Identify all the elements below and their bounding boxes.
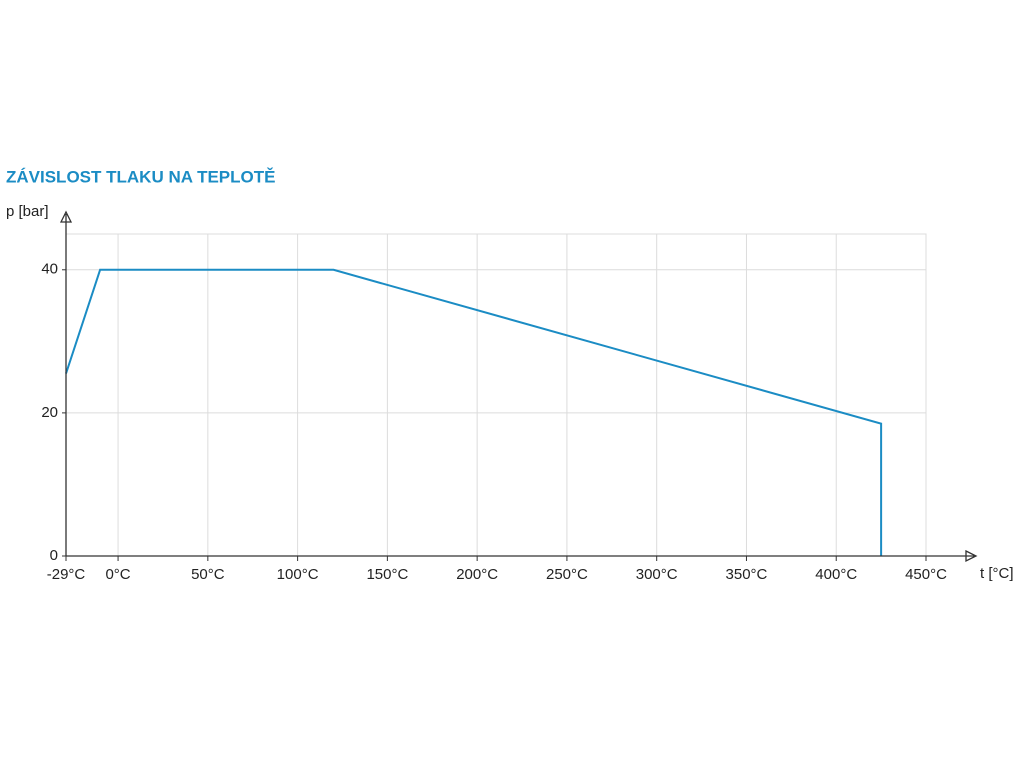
x-tick-label: 450°C (905, 566, 947, 583)
x-tick-label: -29°C (47, 566, 86, 583)
x-tick-label: 300°C (636, 566, 678, 583)
x-tick-label: 150°C (366, 566, 408, 583)
chart-title: ZÁVISLOST TLAKU NA TEPLOTĚ (6, 167, 275, 186)
x-tick-label: 50°C (191, 566, 225, 583)
y-axis (59, 210, 73, 556)
plot-frame (65, 233, 927, 557)
x-axis-label: t [°C] (980, 565, 1014, 582)
x-tick-label: 0°C (105, 566, 130, 583)
x-tick-label: 250°C (546, 566, 588, 583)
x-tick-label: 100°C (277, 566, 319, 583)
y-tick-label: 20 (41, 404, 58, 421)
x-tick-label: 200°C (456, 566, 498, 583)
x-axis (66, 549, 978, 563)
y-tick-label: 40 (41, 261, 58, 278)
y-axis-label: p [bar] (6, 203, 49, 220)
x-tick-label: 400°C (815, 566, 857, 583)
y-tick-label: 0 (50, 547, 58, 564)
data-line (65, 268, 883, 556)
x-tick-label: 350°C (726, 566, 768, 583)
